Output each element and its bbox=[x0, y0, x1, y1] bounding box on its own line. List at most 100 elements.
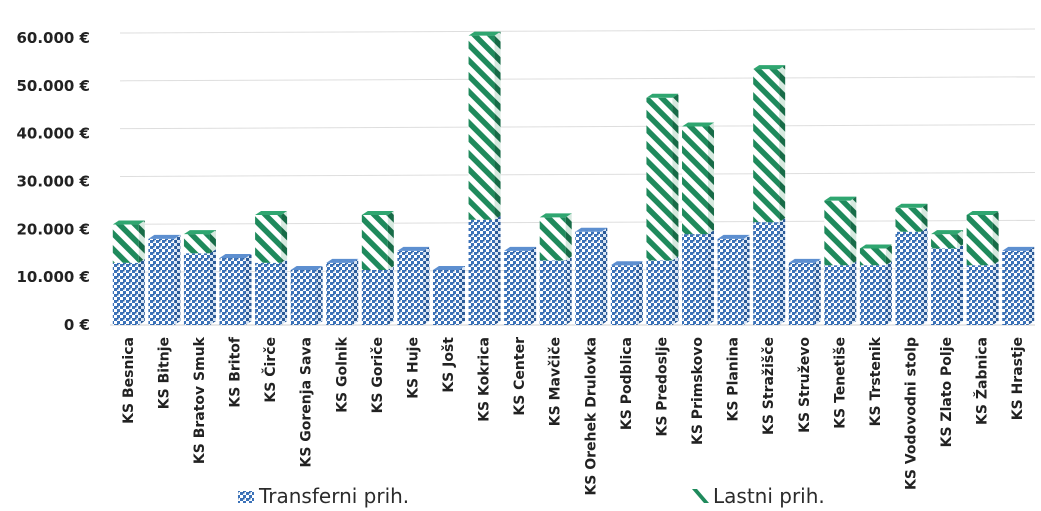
legend-label: Lastni prih. bbox=[713, 484, 825, 508]
y-tick-label: 0 € bbox=[64, 316, 90, 334]
bar-lastni-side bbox=[992, 210, 999, 266]
bar-transferni-front bbox=[326, 262, 353, 325]
bar-transferni-side bbox=[601, 227, 608, 325]
bar-transferni-front bbox=[646, 260, 673, 325]
bar-transferni-side bbox=[743, 234, 750, 325]
bar-transferni bbox=[326, 258, 359, 325]
bar-lastni bbox=[931, 230, 964, 249]
bar-transferni-side bbox=[957, 244, 964, 325]
bar-transferni-side bbox=[423, 246, 430, 325]
bar-transferni-front bbox=[859, 265, 886, 325]
bar-lastni-front bbox=[859, 248, 886, 266]
bar-top-face bbox=[682, 122, 715, 127]
bar-transferni bbox=[610, 261, 643, 325]
bar-lastni-front bbox=[682, 126, 709, 235]
bar-transferni-side bbox=[458, 265, 465, 325]
x-tick-label: KS Podblica bbox=[619, 337, 635, 430]
bar-transferni bbox=[717, 234, 750, 325]
bar-lastni-side bbox=[494, 31, 501, 220]
bar-transferni bbox=[112, 258, 145, 325]
bar-transferni-front bbox=[290, 269, 317, 325]
bar-lastni-front bbox=[361, 214, 388, 270]
bar-transferni-front bbox=[717, 238, 744, 325]
bar-lastni bbox=[361, 210, 394, 270]
x-tick-label: KS Jošt bbox=[441, 337, 457, 393]
x-tick-label: KS Hrastje bbox=[1010, 337, 1026, 420]
bar-transferni-front bbox=[112, 262, 139, 325]
bar-transferni bbox=[646, 256, 679, 325]
bar-lastni-front bbox=[539, 217, 566, 261]
bar-top-face bbox=[1002, 246, 1035, 251]
x-tick-label: KS Zlato Polje bbox=[939, 337, 955, 447]
bar-lastni-front bbox=[255, 214, 282, 263]
bars bbox=[112, 31, 1035, 325]
bar-transferni-side bbox=[387, 265, 394, 325]
bar-transferni bbox=[290, 265, 323, 325]
y-tick-label: 10.000 € bbox=[16, 268, 90, 286]
bar-lastni bbox=[895, 203, 928, 232]
bar-transferni-front bbox=[1002, 250, 1029, 325]
bar-transferni-front bbox=[753, 222, 780, 325]
legend: Transferni prih. Lastni prih. bbox=[238, 484, 825, 508]
bar-top-face bbox=[575, 227, 608, 232]
bar-transferni bbox=[859, 261, 892, 325]
x-tick-label: KS Golnik bbox=[334, 336, 350, 412]
bar-lastni bbox=[966, 210, 999, 266]
bar-lastni bbox=[646, 93, 679, 261]
bar-lastni-side bbox=[957, 230, 964, 249]
x-tick-label: KS Tenetiše bbox=[832, 337, 848, 429]
bar-transferni bbox=[397, 246, 430, 325]
x-tick-label: KS Besnica bbox=[121, 337, 137, 424]
bar-transferni bbox=[575, 227, 608, 325]
x-tick-label: KS Kokrica bbox=[477, 337, 493, 422]
x-tick-label: KS Goriče bbox=[370, 337, 386, 413]
bar-transferni-side bbox=[565, 256, 572, 325]
x-tick-label: KS Bitnje bbox=[156, 337, 172, 409]
bar-transferni bbox=[966, 261, 999, 325]
bar-top-face bbox=[788, 258, 821, 263]
bar-transferni-front bbox=[255, 262, 282, 325]
bar-top-face bbox=[610, 261, 643, 266]
bar-top-face bbox=[255, 210, 288, 215]
bar-transferni bbox=[468, 215, 501, 325]
bar-transferni-front bbox=[682, 234, 709, 325]
bar-transferni bbox=[895, 227, 928, 325]
bar-lastni-side bbox=[921, 203, 928, 232]
bar-top-face bbox=[219, 254, 252, 259]
bar-top-face bbox=[824, 196, 857, 201]
bar-lastni bbox=[183, 230, 216, 254]
bar-lastni-side bbox=[672, 93, 679, 261]
bar-transferni-front bbox=[468, 219, 495, 325]
bar-transferni bbox=[1002, 246, 1035, 325]
bar-lastni-side bbox=[565, 213, 572, 261]
bar-transferni-side bbox=[209, 249, 216, 325]
x-tick-label: KS Center bbox=[512, 337, 528, 416]
x-tick-label: KS Trstenik bbox=[868, 336, 884, 426]
x-tick-label: KS Britof bbox=[228, 336, 244, 407]
bar-transferni-side bbox=[672, 256, 679, 325]
bar-transferni-front bbox=[219, 258, 246, 325]
bar-top-face bbox=[966, 210, 999, 215]
x-tick-label: KS Gorenja Sava bbox=[299, 337, 315, 468]
bar-transferni-front bbox=[575, 231, 602, 325]
bar-transferni-front bbox=[148, 238, 175, 325]
bar-transferni bbox=[183, 249, 216, 325]
x-tick-label: KS Čirče bbox=[261, 337, 279, 403]
y-tick-label: 60.000 € bbox=[16, 29, 90, 47]
bar-transferni-side bbox=[1028, 246, 1035, 325]
x-tick-label: KS Planina bbox=[726, 337, 742, 422]
y-axis-ticks: 0 € 10.000 € 20.000 € 30.000 € 40.000 € 50.00… bbox=[16, 29, 90, 334]
x-tick-label: KS Primskovo bbox=[690, 337, 706, 445]
bar-lastni bbox=[682, 122, 715, 235]
bar-top-face bbox=[468, 31, 501, 36]
bar-lastni-side bbox=[138, 220, 145, 263]
x-tick-label: KS Huje bbox=[405, 337, 421, 399]
bar-transferni-side bbox=[494, 215, 501, 325]
bar-transferni bbox=[824, 261, 857, 325]
bar-top-face bbox=[112, 220, 145, 225]
bar-transferni-front bbox=[931, 248, 958, 325]
bar-lastni-front bbox=[966, 214, 993, 266]
y-tick-label: 30.000 € bbox=[16, 173, 90, 191]
gridline bbox=[119, 28, 1036, 34]
